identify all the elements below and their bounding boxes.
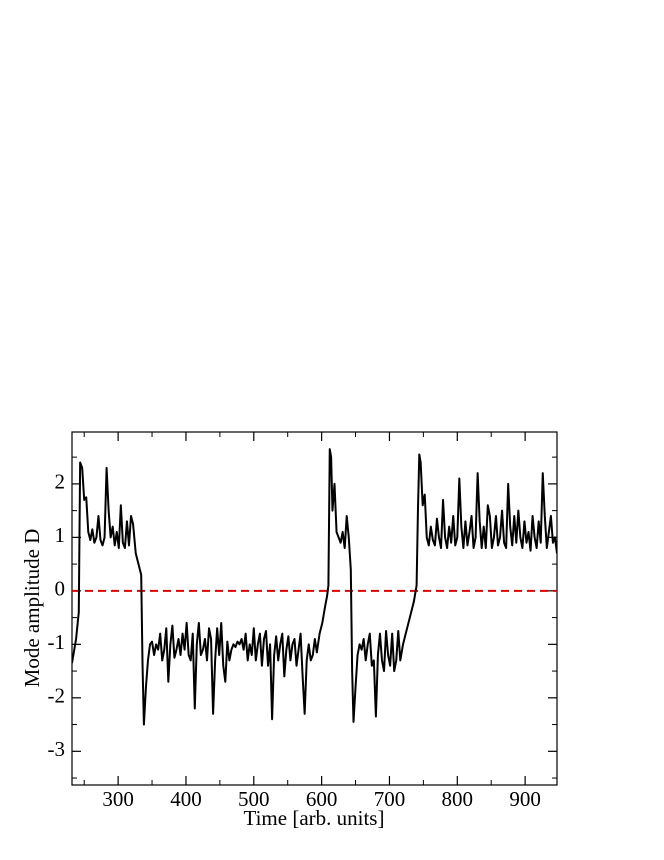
x-tick-label: 300 [102, 787, 134, 811]
y-tick-label: -3 [48, 737, 66, 761]
x-tick-label: 500 [238, 787, 270, 811]
y-tick-label: -2 [48, 684, 66, 708]
y-tick-label: 1 [55, 523, 66, 547]
plot-frame [71, 431, 558, 786]
x-tick-label: 400 [170, 787, 202, 811]
y-tick-label: 2 [55, 470, 66, 494]
x-tick-label: 700 [374, 787, 406, 811]
y-axis-label: Mode amplitude D [20, 529, 44, 688]
data-line [72, 448, 557, 726]
y-tick-label: -1 [48, 630, 66, 654]
x-tick-label: 800 [442, 787, 474, 811]
x-axis-label: Time [arb. units] [244, 806, 385, 830]
y-tick-label: 0 [55, 577, 66, 601]
x-tick-label: 900 [509, 787, 541, 811]
x-tick-label: 600 [306, 787, 338, 811]
